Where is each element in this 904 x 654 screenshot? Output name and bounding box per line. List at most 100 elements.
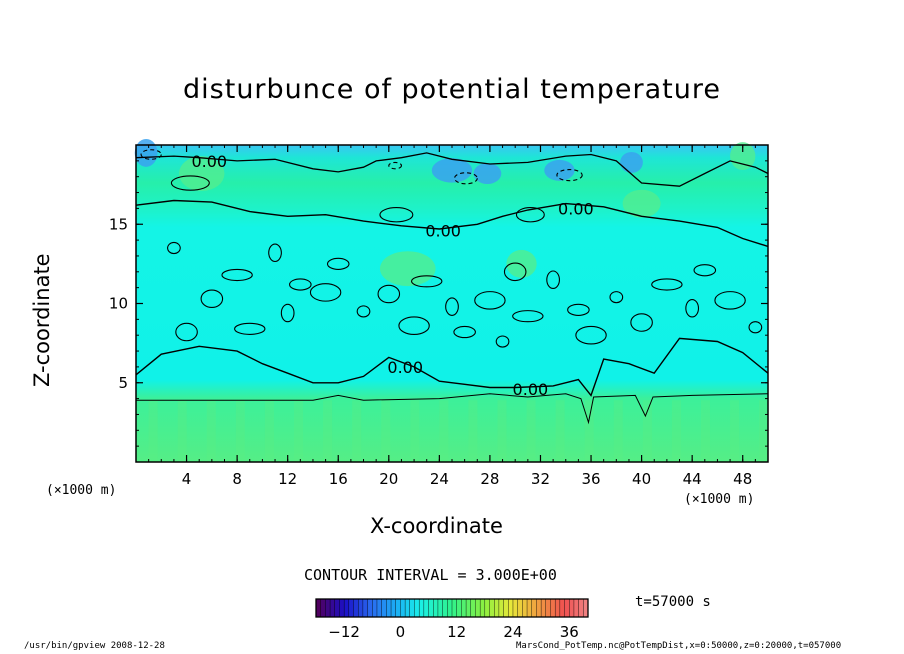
contour-loop — [175, 322, 198, 342]
colorbar-cell — [554, 598, 561, 618]
colorbar-cell — [395, 598, 401, 618]
contour-loop — [411, 275, 443, 288]
colorbar-cell — [442, 598, 448, 618]
field-cold-patch — [473, 163, 502, 184]
contour-loop — [309, 283, 342, 302]
field-texture — [294, 400, 303, 462]
colorbar-cell — [475, 598, 481, 618]
footer-left: /usr/bin/gpview 2008-12-28 — [24, 641, 165, 651]
colorbar-cell — [447, 598, 453, 618]
colorbar-cell — [381, 598, 387, 618]
colorbar-cell — [390, 598, 397, 618]
chart-title: disturbunce of potential temperature — [183, 74, 721, 105]
contour-label: 0.00 — [191, 152, 227, 171]
colorbar-cell — [329, 598, 336, 618]
colorbar-tick-label: −12 — [328, 623, 360, 641]
field-cold-patch — [620, 151, 643, 173]
x-tick-label: 16 — [329, 470, 348, 488]
contour-loop — [200, 289, 224, 309]
contour-loop — [714, 291, 746, 310]
contour-loop — [575, 325, 607, 345]
field-texture — [264, 400, 274, 462]
field-texture — [410, 400, 420, 462]
colorbar-tick-label: 36 — [560, 623, 579, 641]
field-texture — [206, 400, 216, 462]
contour-loop — [556, 169, 583, 182]
x-tick-label: 36 — [581, 470, 600, 488]
contour-loop — [495, 335, 510, 348]
colorbar-cell — [569, 598, 575, 618]
field-texture — [701, 400, 711, 462]
field-texture — [730, 400, 740, 462]
contour-loop — [474, 291, 506, 310]
contour-loop — [268, 243, 282, 263]
field-texture — [177, 400, 187, 462]
contour-loop — [609, 291, 624, 304]
colorbar-cell — [433, 598, 439, 618]
colorbar-cell — [437, 598, 444, 618]
y-tick-label: 5 — [118, 374, 128, 392]
colorbar-cell — [550, 598, 556, 618]
x-tick-label: 12 — [278, 470, 297, 488]
colorbar-cell — [428, 598, 434, 618]
contour-label: 0.00 — [558, 199, 594, 218]
colorbar-cell — [325, 598, 331, 618]
y-axis-label: Z-coordinate — [30, 253, 54, 387]
field-blob — [178, 156, 225, 191]
field-texture — [759, 400, 769, 462]
field-texture — [439, 400, 449, 462]
contour-loop — [388, 161, 402, 170]
colorbar-cell — [348, 598, 355, 618]
contour-loop — [379, 207, 414, 223]
colorbar-cell — [353, 598, 359, 618]
colorbar-cell — [418, 598, 425, 618]
x-left-unit: (×1000 m) — [46, 483, 117, 498]
colorbar-cell — [315, 598, 322, 618]
colorbar-cell — [531, 598, 537, 618]
contour-label: 0.00 — [425, 222, 461, 241]
colorbar-cell — [512, 598, 519, 618]
contour-loop — [546, 270, 560, 289]
colorbar-cell — [423, 598, 430, 618]
contour-loop — [693, 264, 717, 277]
x-tick-label: 44 — [683, 470, 702, 488]
contour-label: 0.00 — [387, 358, 423, 377]
contour-loop — [167, 241, 181, 255]
colorbar-cell — [484, 598, 491, 618]
field-texture — [613, 400, 623, 462]
colorbar-tick-label: 0 — [396, 623, 406, 641]
colorbar-cell — [479, 598, 486, 618]
contour-line — [135, 199, 769, 248]
colorbar-frame — [315, 598, 589, 618]
colorbar-cell — [465, 598, 472, 618]
contour-loop — [289, 278, 312, 291]
field-cold-patch — [544, 159, 575, 181]
contour-line — [135, 337, 769, 397]
x-tick-label: 20 — [379, 470, 398, 488]
colorbar-cell — [334, 598, 340, 618]
contour-loop — [221, 268, 253, 282]
x-tick-label: 32 — [531, 470, 550, 488]
colorbar: −12 0 12 24 36 — [315, 598, 589, 641]
contour-loop — [445, 297, 459, 316]
colorbar-cell — [545, 598, 551, 618]
contour-loop — [512, 310, 544, 323]
colorbar-cell — [367, 598, 373, 618]
colorbar-cell — [573, 598, 580, 618]
contour-loop — [630, 313, 653, 332]
contour-lines — [135, 149, 769, 425]
colorbar-cell — [372, 598, 378, 618]
contour-loop — [234, 322, 266, 335]
colorbar-cell — [400, 598, 406, 618]
field-texture — [584, 400, 594, 462]
colorbar-cell — [404, 598, 411, 618]
contour-loop — [685, 298, 700, 318]
colorbar-cell — [358, 598, 364, 618]
field-cold-patch — [134, 138, 158, 167]
colorbar-cell — [564, 598, 570, 618]
x-tick-label: 24 — [430, 470, 449, 488]
colorbar-cell — [339, 598, 345, 618]
field-texture — [148, 400, 158, 462]
field-texture — [381, 400, 391, 462]
